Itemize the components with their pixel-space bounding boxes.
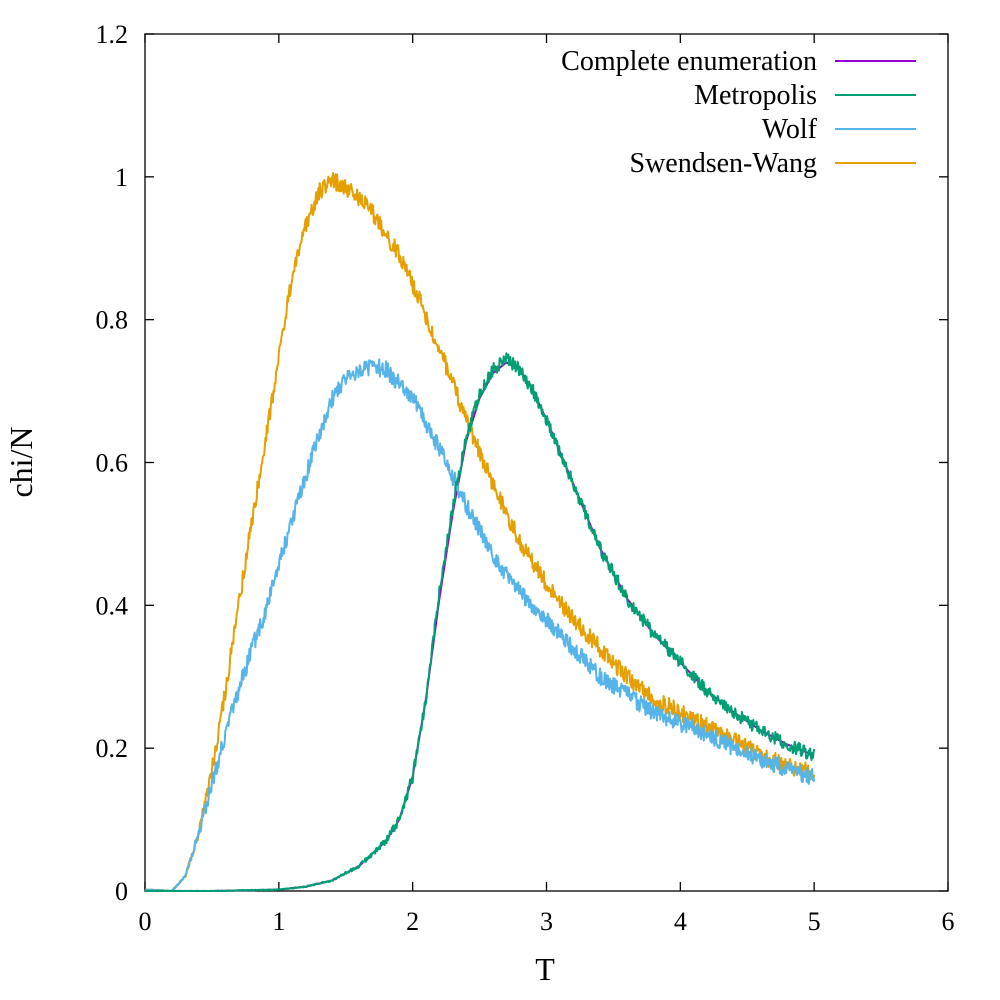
x-tick-label: 4 xyxy=(674,907,687,936)
y-tick-label: 0 xyxy=(115,877,128,906)
legend-label: Complete enumeration xyxy=(561,46,817,77)
series-line-wolf xyxy=(144,358,816,892)
y-tick-label: 1 xyxy=(115,163,128,192)
y-tick-labels: 0 0.2 0.4 0.6 0.8 1 1.2 xyxy=(96,20,129,906)
x-axis-title: T xyxy=(535,951,555,987)
legend-label: Metropolis xyxy=(694,80,817,111)
x-tick-label: 3 xyxy=(540,907,553,936)
x-tick-label: 1 xyxy=(272,907,285,936)
x-tick-label: 2 xyxy=(406,907,419,936)
series-line-metropolis xyxy=(144,352,816,892)
x-tick-label: 5 xyxy=(808,907,821,936)
y-axis-title: chi/N xyxy=(3,426,39,497)
legend-label: Swendsen-Wang xyxy=(630,148,817,179)
plot-frame xyxy=(144,33,949,892)
y-tick-label: 0.8 xyxy=(96,306,129,335)
y-tick-label: 0.4 xyxy=(96,591,129,620)
x-tick-label: 0 xyxy=(139,907,152,936)
legend-label: Wolf xyxy=(762,114,818,145)
series-line-complete-enumeration xyxy=(145,361,815,892)
y-tick-label: 0.6 xyxy=(96,449,129,478)
y-tick-label: 0.2 xyxy=(96,734,129,763)
series-line-swendsen-wang xyxy=(144,171,816,892)
x-tick-labels: 0 1 2 3 4 5 6 xyxy=(139,907,955,936)
axis-ticks xyxy=(144,33,949,892)
series-group xyxy=(144,171,816,892)
x-tick-label: 6 xyxy=(942,907,955,936)
y-tick-label: 1.2 xyxy=(96,20,129,49)
legend: Complete enumerationMetropolisWolfSwends… xyxy=(561,46,916,179)
